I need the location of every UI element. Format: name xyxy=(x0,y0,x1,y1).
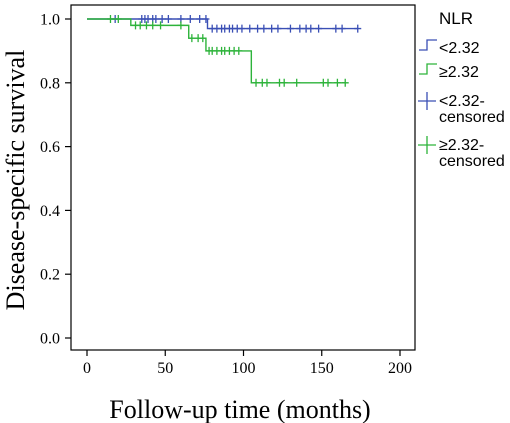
censor-mark-series-1 xyxy=(254,24,262,33)
censor-mark-series-2 xyxy=(177,21,185,30)
y-tick-label: 1.0 xyxy=(40,12,60,29)
legend-label-line2: censored xyxy=(439,109,505,126)
legend-label: <2.32- xyxy=(439,93,485,110)
y-axis-title: Disease-specific survival xyxy=(1,50,30,311)
censor-mark-series-1 xyxy=(307,24,315,33)
censor-mark-series-2 xyxy=(142,21,150,30)
censor-mark-series-1 xyxy=(152,15,160,23)
legend-label: ≥2.32 xyxy=(439,64,479,81)
censor-mark-series-2 xyxy=(263,78,271,87)
censor-mark-series-1 xyxy=(158,15,166,23)
censor-mark-series-1 xyxy=(186,15,194,23)
censor-mark-series-1 xyxy=(202,15,210,23)
censor-mark-series-1 xyxy=(238,24,246,33)
censor-mark-series-1 xyxy=(268,24,276,33)
legend-title: NLR xyxy=(439,9,473,28)
censor-mark-series-1 xyxy=(246,24,254,33)
censor-mark-series-2 xyxy=(293,78,301,87)
censor-mark-series-2 xyxy=(106,15,114,23)
x-tick-label: 100 xyxy=(232,360,256,377)
x-tick-label: 50 xyxy=(157,360,173,377)
legend: NLR <2.32≥2.32<2.32-censored≥2.32-censor… xyxy=(418,9,505,170)
censor-mark-series-2 xyxy=(324,78,332,87)
x-tick-label: 150 xyxy=(310,360,334,377)
censor-mark-series-2 xyxy=(136,21,144,30)
censor-mark-series-2 xyxy=(333,78,341,87)
legend-step-symbol xyxy=(419,39,437,51)
legend-plus-symbol xyxy=(418,92,436,110)
censor-mark-series-2 xyxy=(252,78,260,87)
censor-mark-series-1 xyxy=(164,15,172,23)
x-axis: 0 50 100 150 200 xyxy=(83,350,412,377)
censor-mark-series-1 xyxy=(196,15,204,23)
censor-mark-series-2 xyxy=(149,21,157,30)
censor-mark-series-2 xyxy=(114,15,122,23)
censor-mark-series-2 xyxy=(188,34,196,43)
censor-mark-series-2 xyxy=(199,34,207,43)
censor-mark-series-1 xyxy=(274,24,282,33)
censor-mark-series-1 xyxy=(332,24,340,33)
y-tick-label: 0.0 xyxy=(40,331,60,348)
legend-label: ≥2.32- xyxy=(439,137,484,154)
censor-mark-series-2 xyxy=(280,78,288,87)
legend-label: <2.32 xyxy=(439,40,480,57)
censor-mark-series-2 xyxy=(157,21,165,30)
legend-label-line2: censored xyxy=(439,153,505,170)
x-tick-label: 200 xyxy=(388,360,412,377)
legend-plus-symbol xyxy=(418,136,436,154)
y-tick-label: 0.6 xyxy=(40,139,60,156)
censor-mark-series-1 xyxy=(286,24,294,33)
series-layer xyxy=(87,15,362,87)
censor-mark-series-1 xyxy=(338,24,346,33)
y-tick-label: 0.4 xyxy=(40,203,60,220)
censor-mark-series-1 xyxy=(260,24,268,33)
x-tick-label: 0 xyxy=(83,360,91,377)
plot-border xyxy=(70,4,416,351)
x-axis-title: Follow-up time (months) xyxy=(109,395,370,423)
censor-mark-series-1 xyxy=(354,24,362,33)
y-tick-label: 0.2 xyxy=(40,267,60,284)
y-tick-label: 0.8 xyxy=(40,75,60,92)
censor-mark-series-2 xyxy=(235,46,243,55)
censor-mark-series-2 xyxy=(341,78,349,87)
plot-area xyxy=(70,4,416,351)
y-axis: 0.0 0.2 0.4 0.6 0.8 1.0 xyxy=(40,12,71,348)
censor-mark-series-1 xyxy=(315,24,323,33)
series-line-1 xyxy=(87,18,358,30)
censor-mark-series-1 xyxy=(296,24,304,33)
legend-step-symbol xyxy=(419,63,437,75)
